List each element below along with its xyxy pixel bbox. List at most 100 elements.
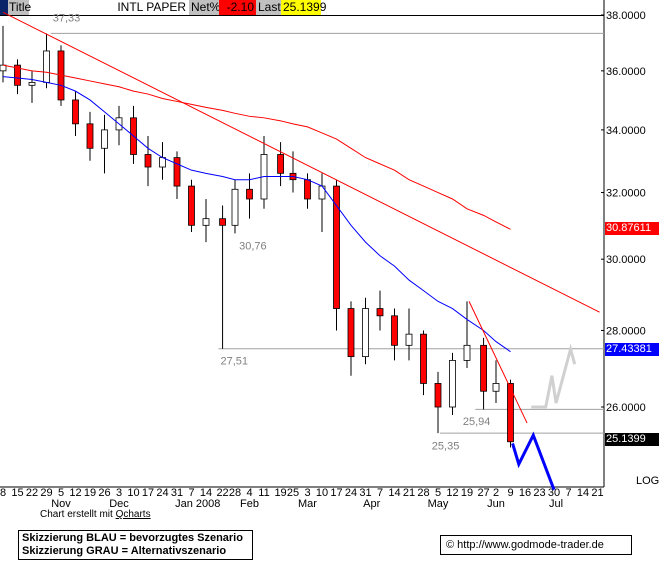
x-tick-label: 3	[116, 487, 122, 499]
month-label: Jul	[549, 498, 563, 510]
x-tick-label: 17	[330, 487, 342, 499]
candle-body	[277, 154, 284, 174]
candle-body	[434, 383, 442, 408]
x-tick-label: 5	[58, 487, 64, 499]
x-tick-label: 21	[403, 487, 415, 499]
copyright-link[interactable]: © http://www.godmode-trader.de	[440, 535, 632, 555]
x-tick-label: 19	[461, 487, 473, 499]
month-label: Dec	[109, 498, 129, 510]
x-tick-label: 22	[26, 487, 38, 499]
candle-body	[202, 218, 210, 226]
x-tick-label: 8	[0, 487, 6, 499]
level-label: 37,33	[53, 13, 81, 25]
candle-body	[188, 185, 195, 226]
scenario-path-blau	[511, 431, 556, 491]
moving-average-blue	[2, 76, 511, 353]
month-label: Nov	[51, 498, 71, 510]
candle-body	[463, 344, 471, 361]
x-tick-label: 19	[84, 487, 96, 499]
x-tick-label: 16	[519, 487, 531, 499]
chart-header: Title INTL PAPER Net% -2.10 Last 25.1399	[0, 0, 604, 16]
candle-body	[318, 185, 326, 200]
x-tick-label: 15	[11, 487, 23, 499]
x-tick-label: 29	[40, 487, 52, 499]
blue-ma-price-label: 27.43381	[605, 343, 659, 356]
candle-body	[333, 185, 340, 309]
level-label: 27,51	[221, 355, 249, 367]
x-tick-label: 24	[156, 487, 168, 499]
candle-body	[507, 383, 514, 443]
trendline	[468, 301, 528, 424]
y-tick-label: 38.0000	[606, 10, 646, 22]
candle-body	[405, 333, 413, 346]
y-tick-label: 28.0000	[606, 325, 646, 337]
candle-body	[231, 188, 239, 226]
x-tick-label: 10	[127, 487, 139, 499]
x-tick-label: 14	[388, 487, 400, 499]
scale-label: LOG	[636, 475, 659, 487]
y-tick-label: 32.0000	[606, 188, 646, 200]
x-tick-label: 27	[477, 487, 489, 499]
candle-body	[72, 99, 79, 125]
x-tick-label: 22	[216, 487, 228, 499]
candle-body	[144, 154, 152, 168]
qcharts-link[interactable]: Qcharts	[115, 509, 151, 520]
x-tick-label: 14	[577, 487, 589, 499]
candle-body	[101, 129, 108, 149]
symbol-name: INTL PAPER	[117, 0, 186, 14]
x-tick-label: 11	[258, 487, 269, 499]
x-tick-label: 24	[345, 487, 357, 499]
x-tick-label: 31	[171, 487, 183, 499]
scenario-legend: Skizzierung BLAU = bevorzugtes Szenario …	[18, 530, 253, 560]
candle-body	[420, 333, 427, 384]
month-label: May	[428, 498, 449, 510]
month-label: Apr	[363, 498, 380, 510]
trendline	[2, 11, 600, 313]
x-tick-label: 14	[200, 487, 212, 499]
red-ma-price-label: 30.87611	[605, 222, 659, 235]
x-tick-label: 5	[435, 487, 441, 499]
x-tick-label: 26	[98, 487, 110, 499]
x-tick-label: 31	[359, 487, 371, 499]
candle-body	[492, 383, 500, 392]
net-value: -2.10	[219, 0, 256, 15]
left-strip	[0, 0, 8, 15]
candle-body	[86, 123, 94, 149]
y-tick-label: 30.0000	[606, 254, 646, 266]
candle-body	[480, 344, 487, 392]
x-tick-label: 17	[142, 487, 154, 499]
level-label: 25,35	[432, 440, 460, 452]
candle-body	[304, 179, 311, 200]
x-tick-label: 3	[304, 487, 310, 499]
y-tick-label: 26.0000	[606, 402, 646, 414]
month-label: Jun	[487, 498, 505, 510]
month-label: Feb	[240, 498, 259, 510]
x-tick-label: 12	[69, 487, 81, 499]
candle-body	[246, 188, 253, 200]
x-tick-label: 30	[548, 487, 560, 499]
candle-body	[391, 315, 398, 346]
y-tick-label: 36.0000	[606, 66, 646, 78]
candle-body	[362, 308, 369, 358]
credit-text: Chart erstellt mit	[40, 509, 113, 520]
scenario-path-grau	[531, 343, 577, 409]
chart-credit: Chart erstellt mit Qcharts	[40, 509, 151, 520]
x-tick-label: 2	[493, 487, 499, 499]
candle-body	[376, 308, 384, 317]
month-label: Mar	[298, 498, 317, 510]
net-label: Net%	[189, 0, 221, 15]
x-tick-label: 10	[316, 487, 328, 499]
x-tick-label: 23	[533, 487, 545, 499]
x-tick-label: 4	[246, 487, 252, 499]
x-tick-label: 19	[274, 487, 286, 499]
month-label: Jan 2008	[175, 498, 220, 510]
x-tick-label: 28	[229, 487, 241, 499]
legend-grey: Skizzierung GRAU = Alternativszenario	[22, 545, 227, 557]
x-tick-label: 7	[377, 487, 383, 499]
x-tick-label: 21	[591, 487, 603, 499]
y-tick-label: 34.0000	[606, 125, 646, 137]
candle-body	[43, 50, 50, 83]
candle-body	[173, 157, 181, 187]
last-label: Last	[256, 0, 281, 15]
x-tick-label: 12	[446, 487, 458, 499]
